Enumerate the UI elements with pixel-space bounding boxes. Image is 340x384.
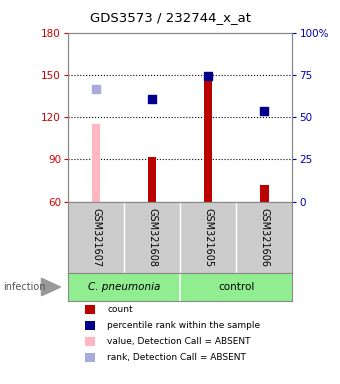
Text: C. pneumonia: C. pneumonia — [88, 282, 160, 292]
Text: GSM321605: GSM321605 — [203, 208, 213, 266]
Text: GSM321606: GSM321606 — [259, 208, 269, 266]
Polygon shape — [41, 278, 61, 296]
Text: rank, Detection Call = ABSENT: rank, Detection Call = ABSENT — [107, 353, 246, 362]
Point — [150, 96, 155, 102]
Text: value, Detection Call = ABSENT: value, Detection Call = ABSENT — [107, 337, 251, 346]
Bar — [260, 185, 269, 202]
Text: GSM321607: GSM321607 — [91, 208, 101, 266]
Bar — [92, 124, 100, 202]
Text: control: control — [218, 282, 254, 292]
Point — [93, 86, 99, 92]
Text: percentile rank within the sample: percentile rank within the sample — [107, 321, 260, 330]
Bar — [204, 72, 212, 202]
Text: count: count — [107, 305, 133, 314]
Text: GDS3573 / 232744_x_at: GDS3573 / 232744_x_at — [89, 12, 251, 25]
Text: infection: infection — [3, 282, 46, 292]
Point — [205, 73, 211, 79]
Text: GSM321608: GSM321608 — [147, 208, 157, 266]
Bar — [148, 157, 156, 202]
Point — [262, 108, 267, 114]
